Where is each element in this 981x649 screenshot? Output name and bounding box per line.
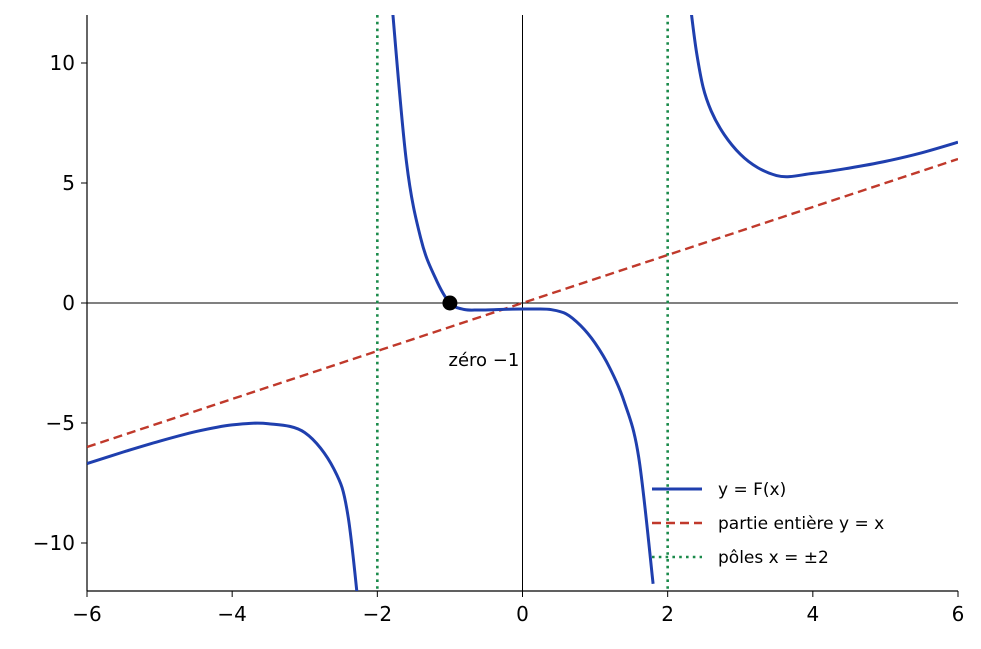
y-tick-label: −5 xyxy=(46,411,75,435)
x-tick-label: 2 xyxy=(661,602,674,626)
legend-label-2: partie entière y = x xyxy=(718,514,884,534)
legend: y = F(x) partie entière y = x pôles x = ±2 xyxy=(652,480,884,568)
y-tick-label: 10 xyxy=(50,51,75,75)
function-curve-branch-3 xyxy=(690,15,958,179)
x-tick-label: 0 xyxy=(516,602,529,626)
y-tick-label: 0 xyxy=(62,291,75,315)
legend-label-1: y = F(x) xyxy=(718,480,786,500)
y-tick-label: −10 xyxy=(33,531,75,555)
function-curve-branch-1 xyxy=(87,421,359,591)
x-tick-label: 4 xyxy=(806,602,819,626)
x-tick-label: 6 xyxy=(952,602,965,626)
plot-area xyxy=(87,15,958,591)
zero-point-marker xyxy=(442,295,458,311)
x-tick-label: −6 xyxy=(72,602,101,626)
x-tick-label: −2 xyxy=(363,602,392,626)
oblique-asymptote-line xyxy=(87,157,958,449)
axes xyxy=(86,15,958,592)
annotations: zéro −1 xyxy=(442,295,520,371)
tick-marks: −6 −4 −2 0 2 4 6 −10 −5 0 5 10 xyxy=(33,51,965,626)
y-tick-label: 5 xyxy=(62,171,75,195)
x-tick-label: −4 xyxy=(217,602,246,626)
legend-label-3: pôles x = ±2 xyxy=(718,548,829,568)
function-curve-branch-2 xyxy=(391,15,655,584)
zero-annotation-label: zéro −1 xyxy=(449,350,520,371)
